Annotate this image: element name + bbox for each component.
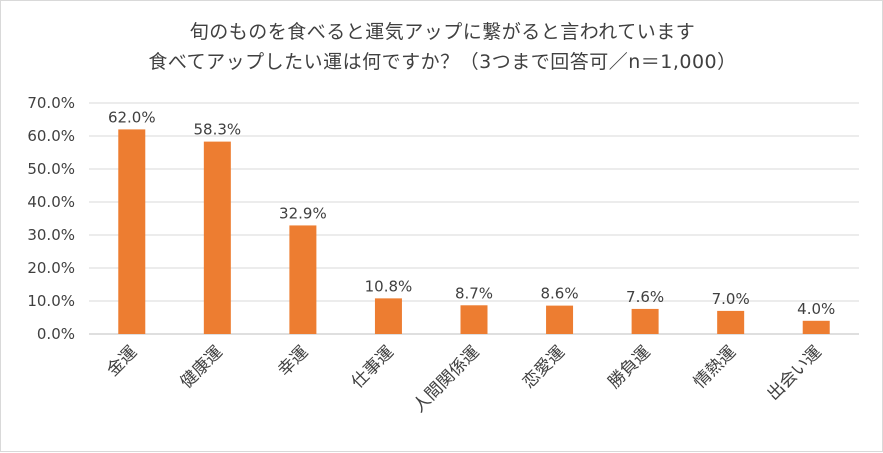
data-label: 4.0% <box>797 300 835 318</box>
category-label: 健康運 <box>177 342 227 392</box>
bar <box>203 141 231 334</box>
bar <box>118 129 146 334</box>
category-label: 勝負運 <box>604 342 654 392</box>
data-label: 8.6% <box>541 285 579 303</box>
category-label: 情熱運 <box>690 342 740 392</box>
y-tick-label: 70.0% <box>27 94 75 112</box>
y-tick-label: 30.0% <box>27 226 75 244</box>
chart-subtitle: 食べてアップしたい運は何ですか？（3つまで回答可／n＝1,000） <box>148 51 737 73</box>
category-label: 仕事運 <box>348 342 398 392</box>
category-label: 金運 <box>103 342 141 380</box>
bar <box>546 305 574 334</box>
bar <box>460 305 488 334</box>
y-tick-label: 40.0% <box>27 193 75 211</box>
chart-title: 旬のものを食べると運気アップに繋がると言われています <box>189 21 696 43</box>
bar <box>374 298 402 334</box>
data-label: 58.3% <box>194 121 242 139</box>
category-label: 幸運 <box>274 342 312 380</box>
data-label: 32.9% <box>279 204 327 222</box>
category-label: 恋愛運 <box>518 342 569 393</box>
category-label: 出会い運 <box>764 342 826 404</box>
y-tick-label: 50.0% <box>27 160 75 178</box>
y-tick-label: 60.0% <box>27 127 75 145</box>
data-label: 7.0% <box>712 290 750 308</box>
bar <box>717 310 745 334</box>
y-tick-label: 20.0% <box>27 259 75 277</box>
data-label: 7.6% <box>626 288 664 306</box>
bar <box>289 225 317 334</box>
data-label: 8.7% <box>455 284 493 302</box>
y-tick-label: 10.0% <box>27 292 75 310</box>
bar <box>802 320 830 334</box>
bar <box>631 308 659 334</box>
data-label: 62.0% <box>108 108 156 126</box>
category-label: 人間関係運 <box>409 342 483 416</box>
data-label: 10.8% <box>365 277 413 295</box>
y-tick-label: 0.0% <box>37 325 75 343</box>
